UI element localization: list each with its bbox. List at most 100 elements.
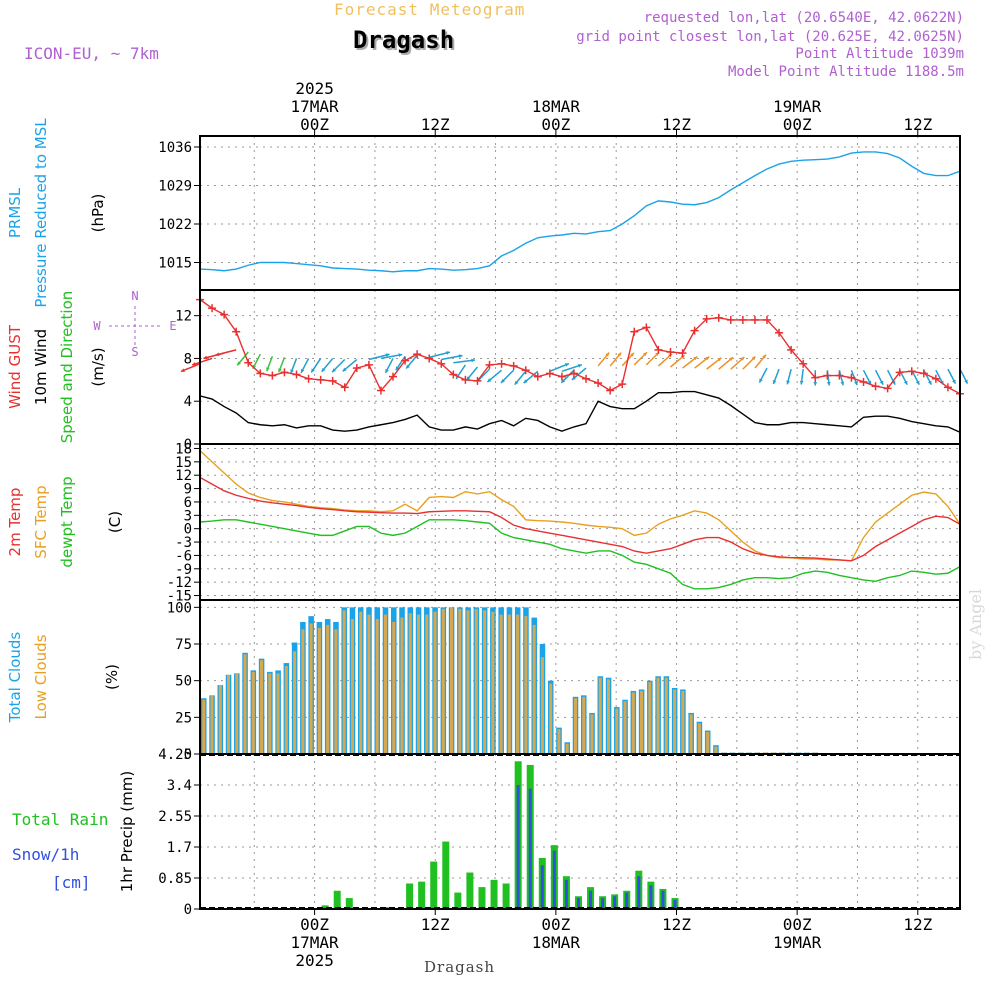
- wind-arrow-head: [398, 353, 403, 357]
- bottom-time-label: 12Z: [662, 915, 691, 934]
- low-cloud-bar: [648, 682, 652, 754]
- wind-arrow: [453, 359, 476, 364]
- wind-arrow-head: [564, 363, 569, 367]
- snow-bar: [649, 885, 653, 909]
- wind-arrow-head: [799, 380, 804, 385]
- panel-label: Pressure Reduced to MSL: [32, 118, 50, 308]
- footer-station: Dragash: [424, 958, 496, 976]
- series-line-dewpt-temp: [199, 519, 961, 590]
- wind-arrow-head: [577, 364, 582, 368]
- panel-label: PRMSL: [6, 187, 24, 238]
- y-tick-label: 0: [184, 522, 192, 538]
- panel-label: Low Clouds: [32, 634, 50, 719]
- wind-arrow: [441, 354, 463, 361]
- wind-arrow-head: [395, 366, 400, 371]
- y-tick-label: 0: [184, 437, 192, 453]
- y-tick-label: 0.85: [158, 871, 192, 887]
- rain-bar: [442, 841, 450, 909]
- rain-bar: [345, 898, 353, 909]
- rain-bar: [454, 892, 462, 909]
- panel-temperature: 2m Temp SFC Temp dewpt Temp (C): [6, 443, 961, 601]
- wind-arrow-head: [693, 356, 698, 361]
- panel-label: Total Clouds: [6, 632, 24, 724]
- low-cloud-bar: [260, 660, 264, 754]
- bottom-time-label: 2025: [295, 951, 334, 970]
- panel-label: 2m Temp: [6, 488, 24, 557]
- wind-arrow-head: [891, 380, 896, 385]
- top-time-label: 19MAR: [773, 97, 822, 116]
- panel-clouds: Total Clouds Low Clouds (%): [6, 599, 961, 755]
- panel-precip: 1hr Precip (mm): [118, 753, 961, 910]
- panel-frame: [199, 135, 961, 291]
- y-tick-label: 3: [184, 508, 192, 524]
- low-cloud-bar: [606, 679, 611, 754]
- wind-arrow-head: [915, 380, 920, 385]
- compass-north: N: [131, 289, 138, 303]
- wind-arrow-head: [964, 379, 968, 384]
- low-cloud-bar: [326, 624, 330, 754]
- low-cloud-bar: [408, 613, 412, 754]
- y-tick-label: 9: [184, 482, 192, 498]
- wind-arrow-head: [643, 352, 647, 357]
- low-cloud-bar: [458, 608, 462, 754]
- panel-label: Wind GUST: [6, 324, 24, 409]
- y-tick-label: 1029: [158, 179, 192, 195]
- low-cloud-bar: [714, 746, 718, 754]
- top-time-label: 00Z: [783, 115, 812, 134]
- top-time-label: 00Z: [300, 115, 329, 134]
- wind-arrow-head: [180, 368, 185, 372]
- snow-bar: [576, 898, 580, 909]
- low-cloud-bar: [598, 677, 602, 754]
- low-cloud-bar: [383, 614, 387, 754]
- y-tick-label: -15: [167, 589, 192, 605]
- low-cloud-bar: [681, 690, 685, 754]
- requested-coordinates: requested lon,lat (20.6540E, 42.0622N): [643, 10, 964, 26]
- low-cloud-bar: [524, 616, 528, 754]
- y-tick-label: -12: [167, 575, 192, 591]
- wind-arrow-head: [332, 368, 336, 373]
- low-cloud-bar: [202, 699, 206, 754]
- y-tick-label: 15: [175, 455, 192, 471]
- panel-pressure: PRMSL Pressure Reduced to MSL (hPa): [6, 118, 961, 308]
- panel-label: (m/s): [89, 347, 107, 386]
- low-cloud-bar: [615, 708, 619, 754]
- low-cloud-bar: [210, 695, 214, 754]
- low-cloud-bar: [334, 629, 338, 754]
- wind-arrow-head: [879, 380, 884, 385]
- low-cloud-bar: [689, 714, 693, 754]
- precip-legend-label: Snow/1h: [12, 845, 79, 864]
- bottom-time-label: 12Z: [421, 915, 450, 934]
- series-line-10m-wind: [199, 390, 961, 433]
- panel-frame: [199, 753, 961, 910]
- low-cloud-bar: [226, 674, 231, 754]
- wind-arrow-head: [630, 352, 634, 357]
- low-cloud-bar: [499, 614, 503, 754]
- snow-bar: [625, 892, 629, 909]
- low-cloud-bar: [706, 732, 710, 754]
- y-tick-label: 18: [175, 441, 192, 457]
- top-time-label: 18MAR: [532, 97, 581, 116]
- y-tick-label: 1022: [158, 217, 192, 233]
- snow-bar: [589, 890, 593, 909]
- y-tick-label: 25: [175, 710, 192, 726]
- wind-arrow-head: [487, 378, 492, 383]
- y-tick-label: 12: [175, 309, 192, 325]
- model-point-altitude: Model Point Altitude 1188.5m: [727, 64, 964, 80]
- rain-bar: [321, 905, 329, 909]
- panel-label: (%): [103, 664, 121, 690]
- top-time-label: 00Z: [541, 115, 570, 134]
- low-cloud-bar: [582, 696, 586, 754]
- credit-watermark: by Angel: [966, 588, 985, 660]
- wind-arrow-head: [728, 357, 733, 362]
- low-cloud-bar: [350, 619, 354, 754]
- wind-arrow-head: [290, 369, 294, 374]
- wind-arrow-head: [759, 378, 763, 383]
- compass-south: S: [131, 345, 138, 359]
- low-cloud-bar: [416, 614, 421, 754]
- y-tick-label: 3.4: [167, 778, 192, 794]
- low-cloud-bar: [251, 671, 255, 754]
- wind-arrow-head: [854, 381, 858, 386]
- low-cloud-bar: [623, 701, 627, 754]
- wind-arrow-head: [406, 364, 410, 369]
- low-cloud-bar: [243, 654, 247, 754]
